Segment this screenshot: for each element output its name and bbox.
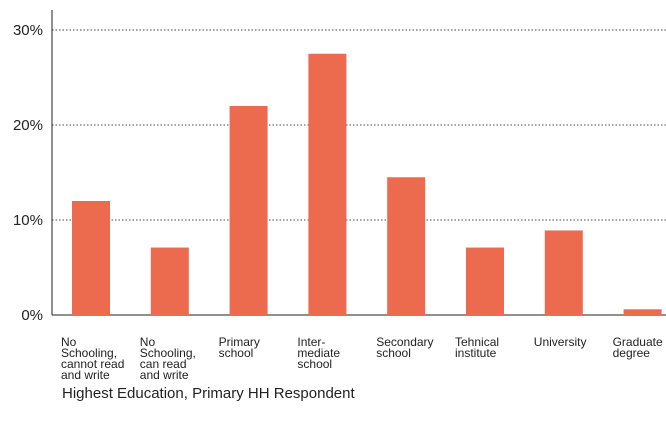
- bar: [623, 309, 662, 315]
- y-tick-label: 0%: [21, 307, 43, 324]
- bar: [150, 247, 189, 315]
- bar: [387, 177, 426, 315]
- x-category-label: No Schooling, can read and write: [140, 335, 196, 380]
- y-tick-label: 20%: [13, 117, 43, 134]
- x-category-label: Tehnical institute: [455, 335, 499, 360]
- x-axis-label: Highest Education, Primary HH Respondent: [62, 385, 355, 402]
- bar: [308, 53, 347, 315]
- x-category-label: University: [534, 335, 587, 349]
- bar-chart: 0% 10% 20% 30% No Schooling, cannot read and w…: [13, 10, 666, 380]
- x-category-label: Inter-mediate school: [297, 335, 340, 371]
- x-category-labels: No Schooling, cannot read and write No School…: [61, 335, 663, 380]
- y-tick-labels: 0% 10% 20% 30%: [13, 22, 43, 324]
- x-category-label: Secondary school: [376, 335, 433, 360]
- bars: [72, 53, 662, 315]
- bar: [466, 247, 504, 315]
- bar: [72, 201, 110, 315]
- y-tick-label: 30%: [13, 22, 43, 39]
- bar: [229, 106, 268, 315]
- x-category-label: Graduate degree: [613, 335, 663, 360]
- y-tick-label: 10%: [13, 212, 43, 229]
- x-category-label: No Schooling, cannot read and write: [61, 335, 124, 380]
- bar: [544, 230, 583, 315]
- x-category-label: Primary school: [219, 335, 260, 360]
